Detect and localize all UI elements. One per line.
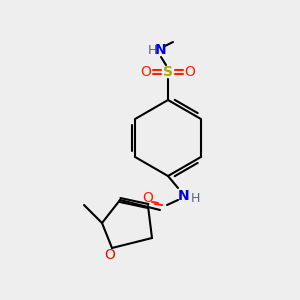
Text: O: O [142, 191, 153, 205]
Text: N: N [178, 189, 190, 203]
Text: N: N [155, 43, 167, 57]
Text: O: O [141, 65, 152, 79]
Text: S: S [163, 65, 173, 79]
Text: O: O [105, 248, 116, 262]
Text: H: H [147, 44, 157, 56]
Text: H: H [190, 193, 200, 206]
Text: O: O [184, 65, 195, 79]
